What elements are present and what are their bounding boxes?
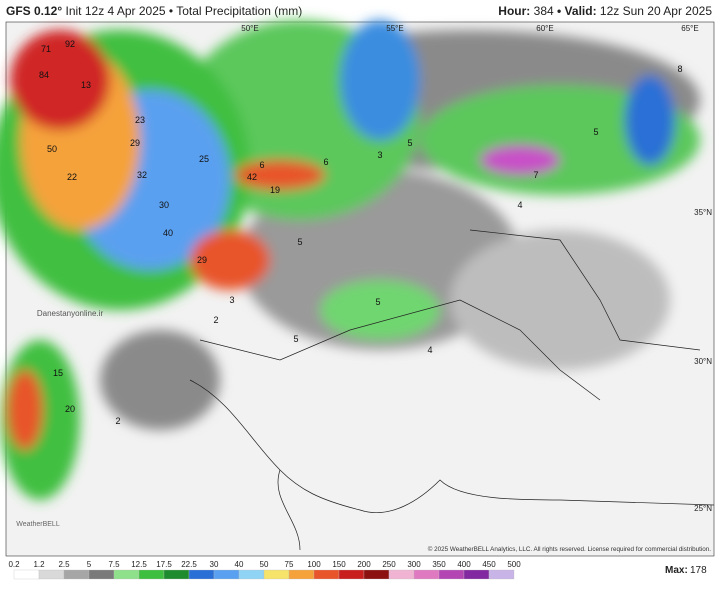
legend-swatch xyxy=(263,569,290,580)
valid: 12z Sun 20 Apr 2025 xyxy=(599,4,712,18)
value-label: 23 xyxy=(135,115,145,125)
hour: 384 xyxy=(533,4,554,18)
value-label: 71 xyxy=(41,44,51,54)
value-label: 15 xyxy=(53,368,63,378)
coastlines xyxy=(189,229,715,551)
header-left: GFS 0.12° Init 12z 4 Apr 2025 • Total Pr… xyxy=(6,4,302,18)
legend-tick: 150 xyxy=(332,560,346,569)
legend-tick: 75 xyxy=(285,560,294,569)
legend-swatch xyxy=(188,569,215,580)
legend-swatch xyxy=(288,569,315,580)
value-label: 20 xyxy=(65,404,75,414)
value-label: 25 xyxy=(199,154,209,164)
value-label: 3 xyxy=(229,295,234,305)
legend-tick: 450 xyxy=(482,560,496,569)
copyright: © 2025 WeatherBELL Analytics, LLC. All r… xyxy=(428,545,711,553)
value-label: 6 xyxy=(323,157,328,167)
grid-label: 55°E xyxy=(386,24,403,33)
watermark: Danestanyonline.ir xyxy=(37,309,104,318)
legend-tick: 40 xyxy=(235,560,244,569)
value-label: 3 xyxy=(377,150,382,160)
legend-swatch xyxy=(138,569,165,580)
legend-swatch xyxy=(363,569,390,580)
value-label: 29 xyxy=(197,255,207,265)
legend-swatch xyxy=(113,569,140,580)
legend-swatch xyxy=(313,569,340,580)
legend-tick: 500 xyxy=(507,560,521,569)
logo: WeatherBELL xyxy=(16,521,60,528)
legend-swatch xyxy=(13,569,40,580)
value-label: 5 xyxy=(407,138,412,148)
value-label: 50 xyxy=(47,144,57,154)
legend-tick: 22.5 xyxy=(181,560,197,569)
value-label: 5 xyxy=(593,127,598,137)
legend-tick: 350 xyxy=(432,560,446,569)
grid-label: 30°N xyxy=(694,357,712,366)
max-label: Max: xyxy=(665,565,688,576)
grid-label: 60°E xyxy=(536,24,553,33)
value-label: 22 xyxy=(67,172,77,182)
valid-label: • Valid: xyxy=(557,4,597,18)
value-label: 32 xyxy=(137,170,147,180)
legend-tick: 17.5 xyxy=(156,560,172,569)
legend-swatch xyxy=(413,569,440,580)
header-right: Hour: 384 • Valid: 12z Sun 20 Apr 2025 xyxy=(498,4,712,18)
value-label: 5 xyxy=(375,297,380,307)
precip-field xyxy=(0,20,700,500)
value-label: 84 xyxy=(39,70,49,80)
legend-tick: 300 xyxy=(407,560,421,569)
legend-tick: 1.2 xyxy=(33,560,45,569)
legend-swatch xyxy=(388,569,415,580)
grid-label: 25°N xyxy=(694,504,712,513)
legend-swatch xyxy=(38,569,65,580)
value-label: 5 xyxy=(293,334,298,344)
model: GFS 0.12° xyxy=(6,4,63,18)
legend-tick: 12.5 xyxy=(131,560,147,569)
legend-swatch xyxy=(463,569,490,580)
legend-swatch xyxy=(238,569,265,580)
max-value: 178 xyxy=(690,565,707,576)
value-label: 40 xyxy=(163,228,173,238)
legend-swatch xyxy=(88,569,115,580)
legend-swatch xyxy=(213,569,240,580)
grid-label: 35°N xyxy=(694,208,712,217)
value-label: 8 xyxy=(677,64,682,74)
value-label: 7 xyxy=(533,170,538,180)
description: Init 12z 4 Apr 2025 • Total Precipitatio… xyxy=(65,4,303,18)
value-label: 2 xyxy=(115,416,120,426)
value-label: 4 xyxy=(427,345,432,355)
legend-tick: 250 xyxy=(382,560,396,569)
value-label: 19 xyxy=(270,185,280,195)
value-label: 4 xyxy=(517,200,522,210)
legend-swatch xyxy=(438,569,465,580)
value-label: 13 xyxy=(81,80,91,90)
legend-tick: 100 xyxy=(307,560,321,569)
legend-swatch xyxy=(488,569,515,580)
value-label: 30 xyxy=(159,200,169,210)
legend-tick: 200 xyxy=(357,560,371,569)
legend-swatch xyxy=(63,569,90,580)
value-label: 6 xyxy=(259,160,264,170)
legend-tick: 400 xyxy=(457,560,471,569)
legend-swatch xyxy=(338,569,365,580)
value-label: 2 xyxy=(213,315,218,325)
legend-tick: 30 xyxy=(210,560,219,569)
value-label: 5 xyxy=(297,237,302,247)
legend-tick: 2.5 xyxy=(58,560,70,569)
hour-label: Hour: xyxy=(498,4,531,18)
value-label: 29 xyxy=(130,138,140,148)
legend-tick: 50 xyxy=(260,560,269,569)
grid-label: 65°E xyxy=(681,24,698,33)
legend-tick: 5 xyxy=(87,560,92,569)
value-label: 42 xyxy=(247,172,257,182)
grid-label: 50°E xyxy=(241,24,258,33)
legend-swatch xyxy=(163,569,190,580)
legend-tick: 7.5 xyxy=(108,560,120,569)
value-label: 92 xyxy=(65,39,75,49)
legend-tick: 0.2 xyxy=(8,560,20,569)
